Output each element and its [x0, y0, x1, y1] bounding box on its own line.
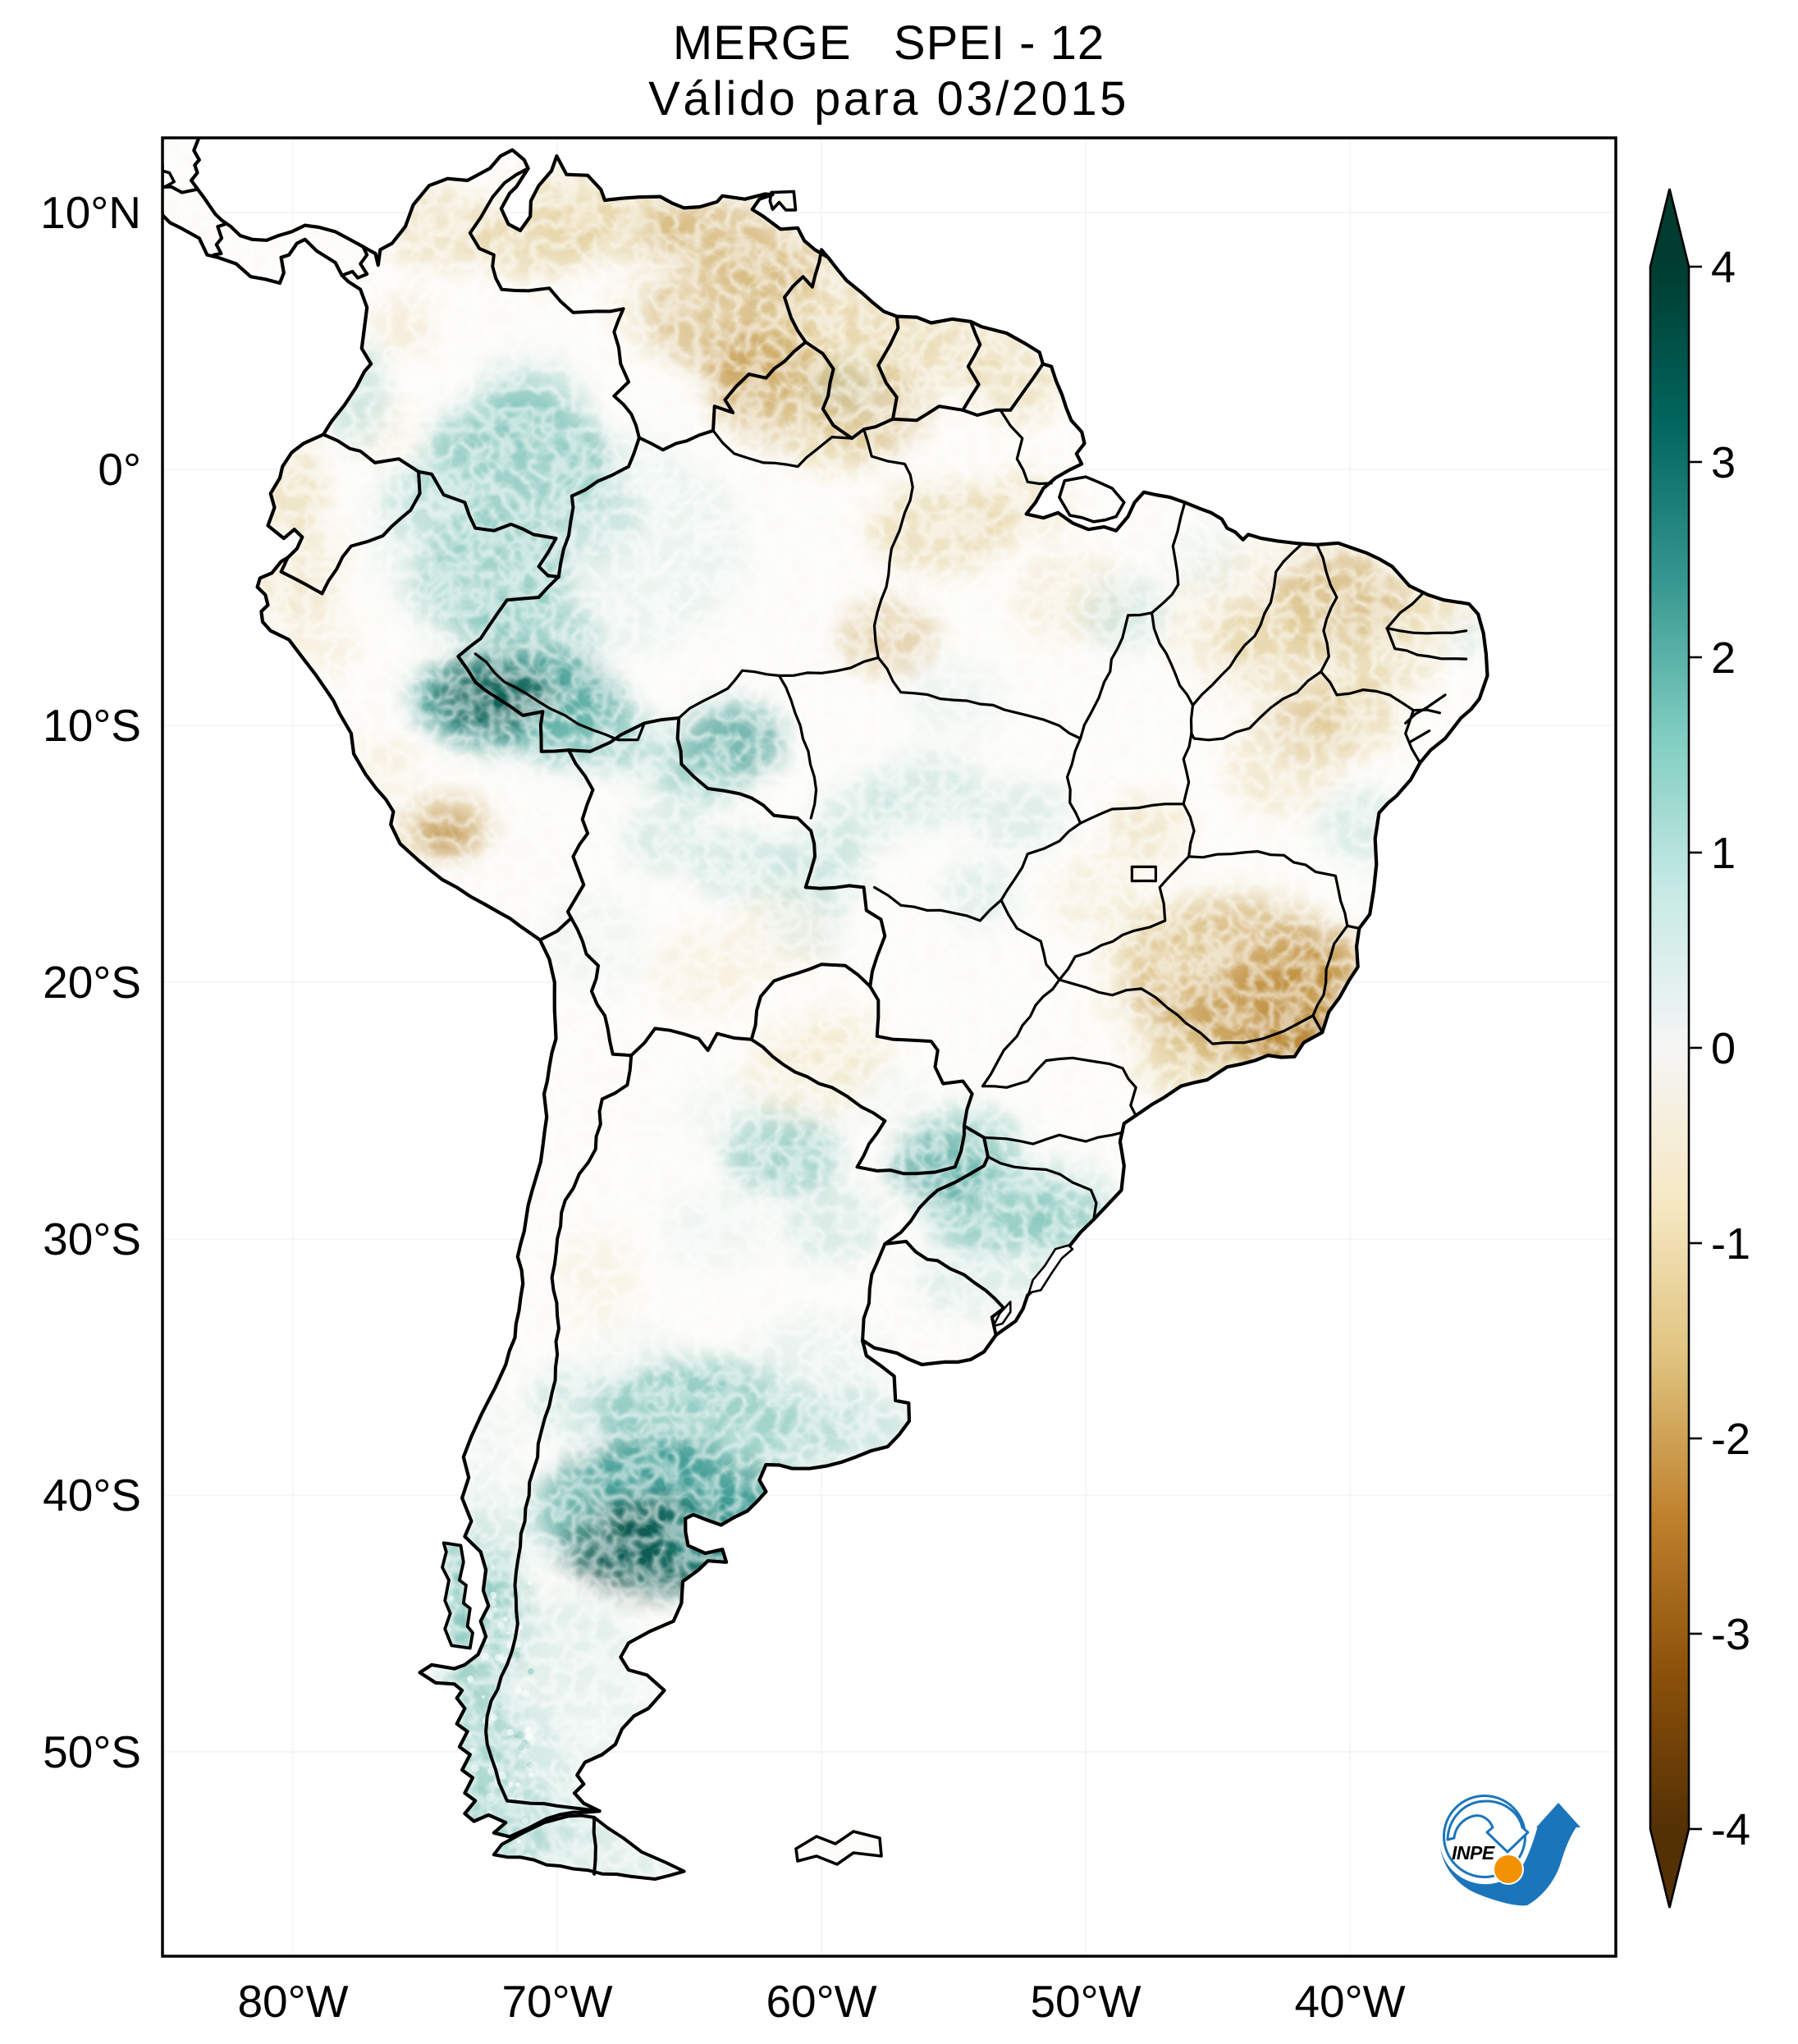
svg-text:MERGE SPEI - 12: MERGE SPEI - 12	[673, 16, 1105, 70]
svg-text:4: 4	[1711, 243, 1736, 292]
svg-text:10°N: 10°N	[40, 187, 141, 238]
svg-text:60°W: 60°W	[766, 1976, 876, 2027]
svg-text:70°W: 70°W	[501, 1976, 612, 2027]
svg-text:-2: -2	[1711, 1415, 1750, 1464]
svg-text:40°W: 40°W	[1294, 1976, 1405, 2027]
svg-text:50°S: 50°S	[43, 1726, 141, 1777]
svg-text:50°W: 50°W	[1030, 1976, 1141, 2027]
svg-text:0°: 0°	[98, 444, 141, 495]
svg-text:-4: -4	[1711, 1805, 1750, 1854]
svg-text:Válido para 03/2015: Válido para 03/2015	[648, 72, 1129, 126]
svg-text:3: 3	[1711, 438, 1736, 487]
svg-text:40°S: 40°S	[43, 1470, 141, 1520]
svg-text:-3: -3	[1711, 1610, 1750, 1659]
svg-text:30°S: 30°S	[43, 1214, 141, 1264]
svg-text:2: 2	[1711, 633, 1736, 683]
svg-text:0: 0	[1711, 1024, 1736, 1073]
svg-text:20°S: 20°S	[43, 957, 141, 1008]
svg-text:1: 1	[1711, 829, 1736, 878]
svg-text:-1: -1	[1711, 1219, 1750, 1269]
svg-text:INPE: INPE	[1452, 1842, 1495, 1863]
svg-text:80°W: 80°W	[237, 1976, 348, 2027]
svg-text:10°S: 10°S	[43, 700, 141, 751]
